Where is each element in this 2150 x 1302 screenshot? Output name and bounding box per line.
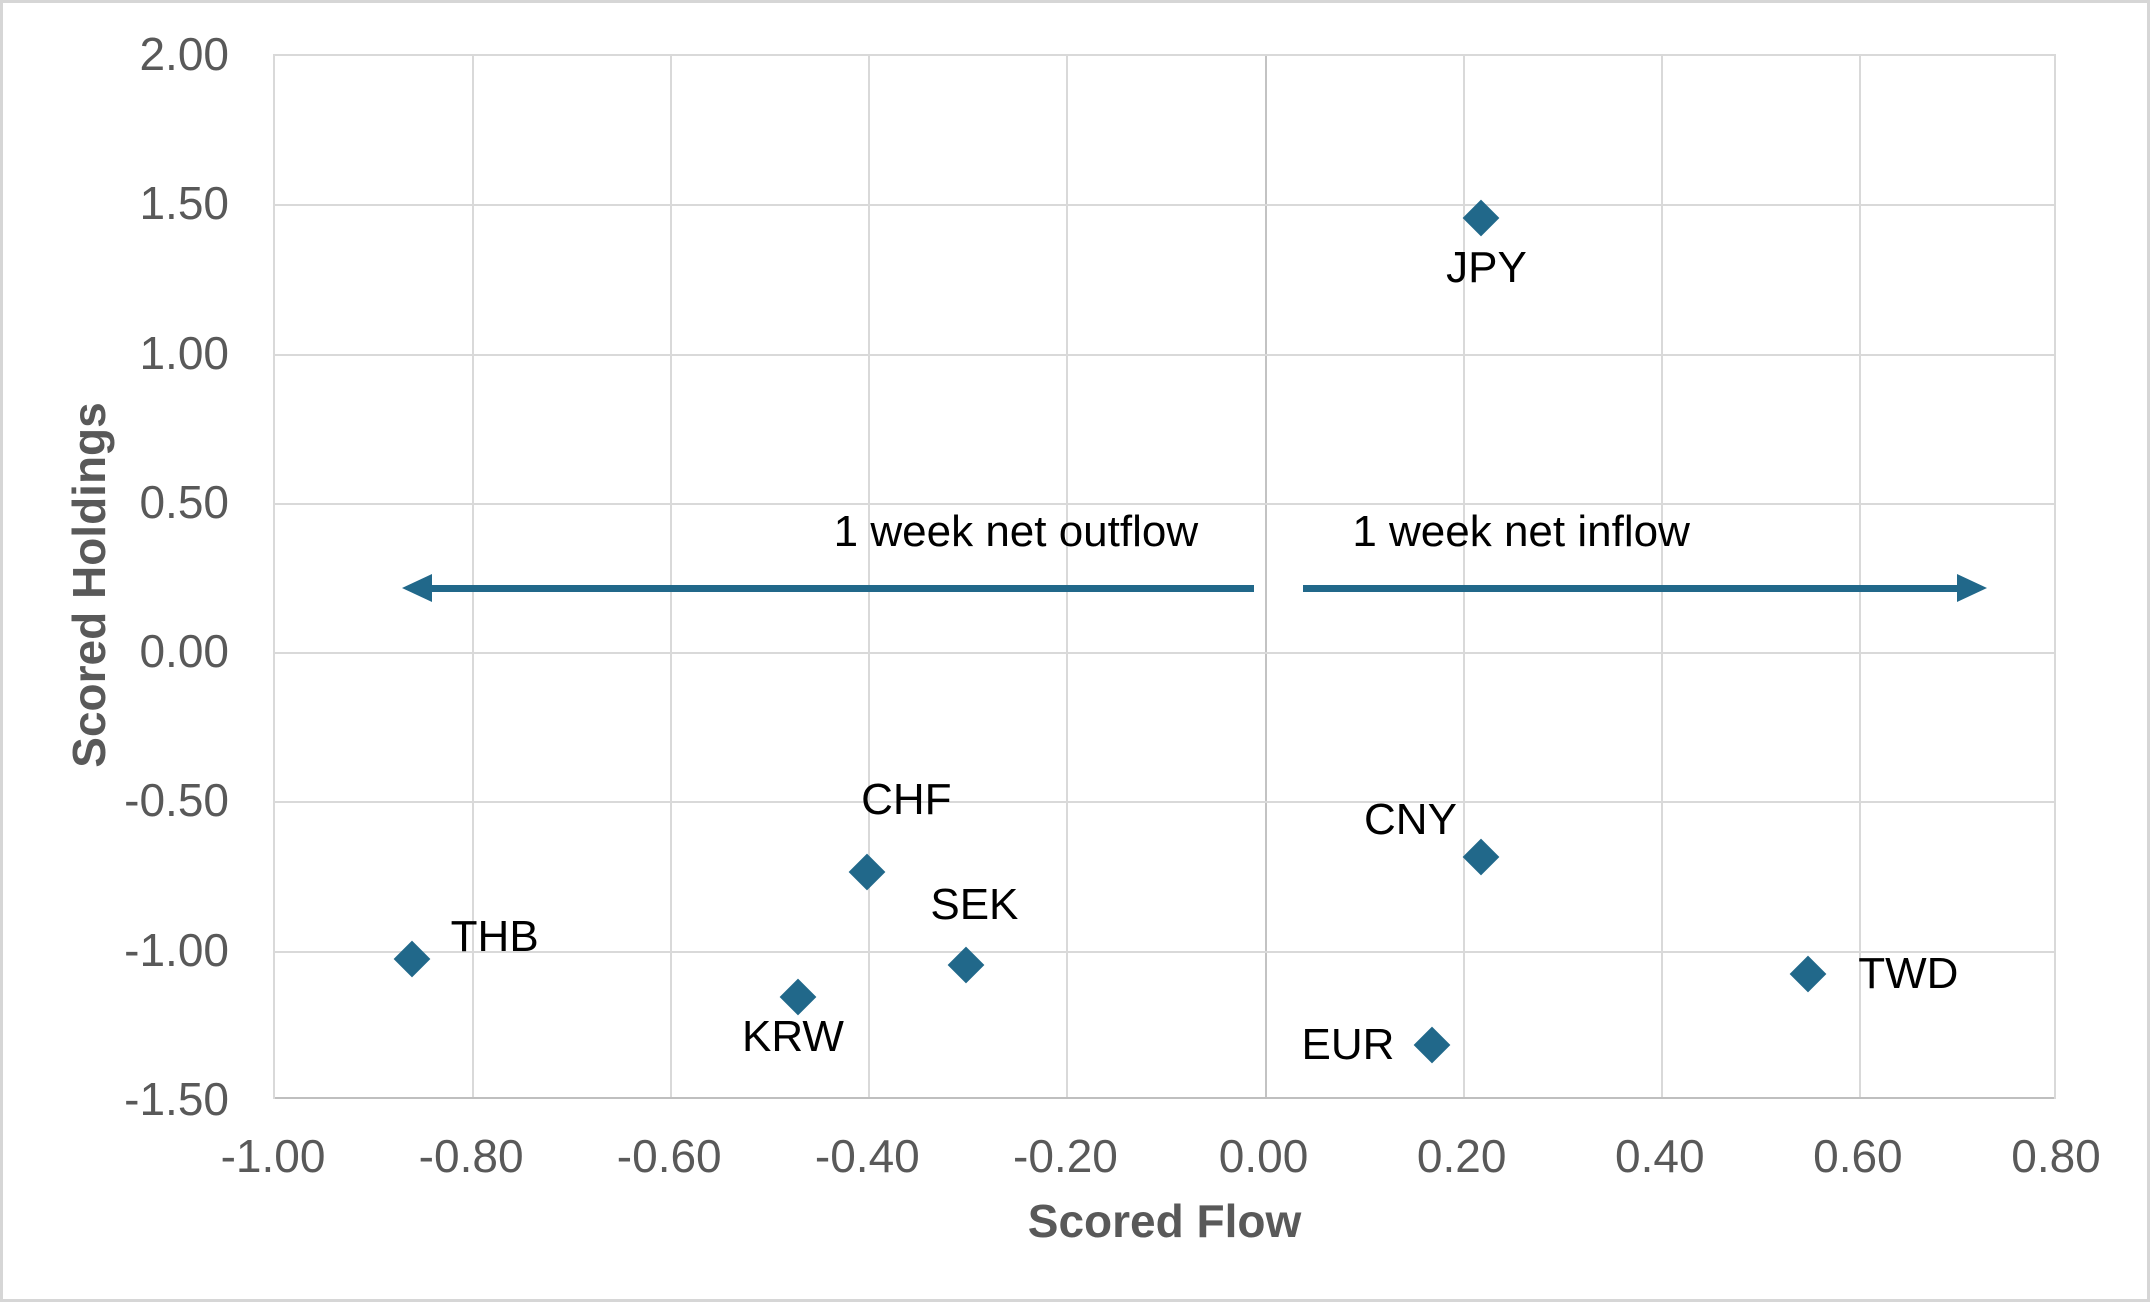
x-gridline xyxy=(1858,56,1861,1097)
annotation-inflow-label: 1 week net inflow xyxy=(1352,506,1690,556)
x-axis-tick-label: 0.80 xyxy=(2011,1130,2101,1182)
x-gridline xyxy=(868,56,871,1097)
data-point-label-thb: THB xyxy=(450,911,539,961)
x-gridline xyxy=(1462,56,1465,1097)
x-gridline xyxy=(1660,56,1663,1097)
outflow-arrow-head xyxy=(401,574,432,603)
y-gridline xyxy=(275,204,2054,207)
y-axis-tick-label: -1.00 xyxy=(124,923,229,976)
x-axis-tick-label: -0.40 xyxy=(814,1130,920,1182)
y-axis-tick-label: 0.00 xyxy=(139,625,229,678)
inflow-arrow-line xyxy=(1303,584,1959,592)
outflow-arrow-line xyxy=(429,584,1254,592)
y-axis-title: Scored Holdings xyxy=(63,401,115,768)
data-point-label-cny: CNY xyxy=(1364,795,1457,845)
x-axis-tick-label: -0.20 xyxy=(1013,1130,1118,1182)
x-axis-line xyxy=(275,1097,2054,1099)
x-axis-tick-label: -0.60 xyxy=(616,1130,722,1182)
x-axis-tick-label: 0.00 xyxy=(1218,1130,1309,1182)
x-axis-title: Scored Flow xyxy=(1027,1195,1302,1247)
x-gridline xyxy=(1066,56,1069,1097)
y-axis-tick-label: 0.50 xyxy=(139,475,229,528)
data-point-label-sek: SEK xyxy=(930,879,1019,929)
y-gridline xyxy=(275,353,2054,356)
x-gridline xyxy=(1264,56,1267,1097)
y-gridline xyxy=(275,801,2054,804)
y-axis-tick-label: -0.50 xyxy=(124,774,229,827)
data-point-label-krw: KRW xyxy=(742,1012,844,1062)
plot-area xyxy=(273,54,2056,1099)
annotation-outflow-label: 1 week net outflow xyxy=(833,506,1199,556)
data-point-label-jpy: JPY xyxy=(1446,243,1527,293)
y-gridline xyxy=(275,652,2054,655)
x-axis-tick-label: 0.20 xyxy=(1416,1130,1507,1182)
x-gridline xyxy=(670,56,673,1097)
y-axis-tick-label: 1.00 xyxy=(139,326,229,379)
data-point-label-twd: TWD xyxy=(1858,948,1959,998)
inflow-arrow-head xyxy=(1956,574,1987,603)
x-axis-tick-label: 0.60 xyxy=(1813,1130,1903,1182)
data-point-label-chf: CHF xyxy=(861,775,952,825)
data-point-label-eur: EUR xyxy=(1301,1020,1395,1070)
x-axis-tick-label: 0.40 xyxy=(1615,1130,1705,1182)
y-axis-tick-label: -1.50 xyxy=(124,1073,229,1125)
y-axis-tick-label: 1.50 xyxy=(139,177,229,230)
x-axis-tick-label: -1.00 xyxy=(220,1130,326,1182)
x-gridline xyxy=(472,56,475,1097)
y-gridline xyxy=(275,502,2054,505)
y-gridline xyxy=(275,950,2054,953)
y-axis-tick-label: 2.00 xyxy=(139,28,229,80)
x-axis-tick-label: -0.80 xyxy=(418,1130,524,1182)
